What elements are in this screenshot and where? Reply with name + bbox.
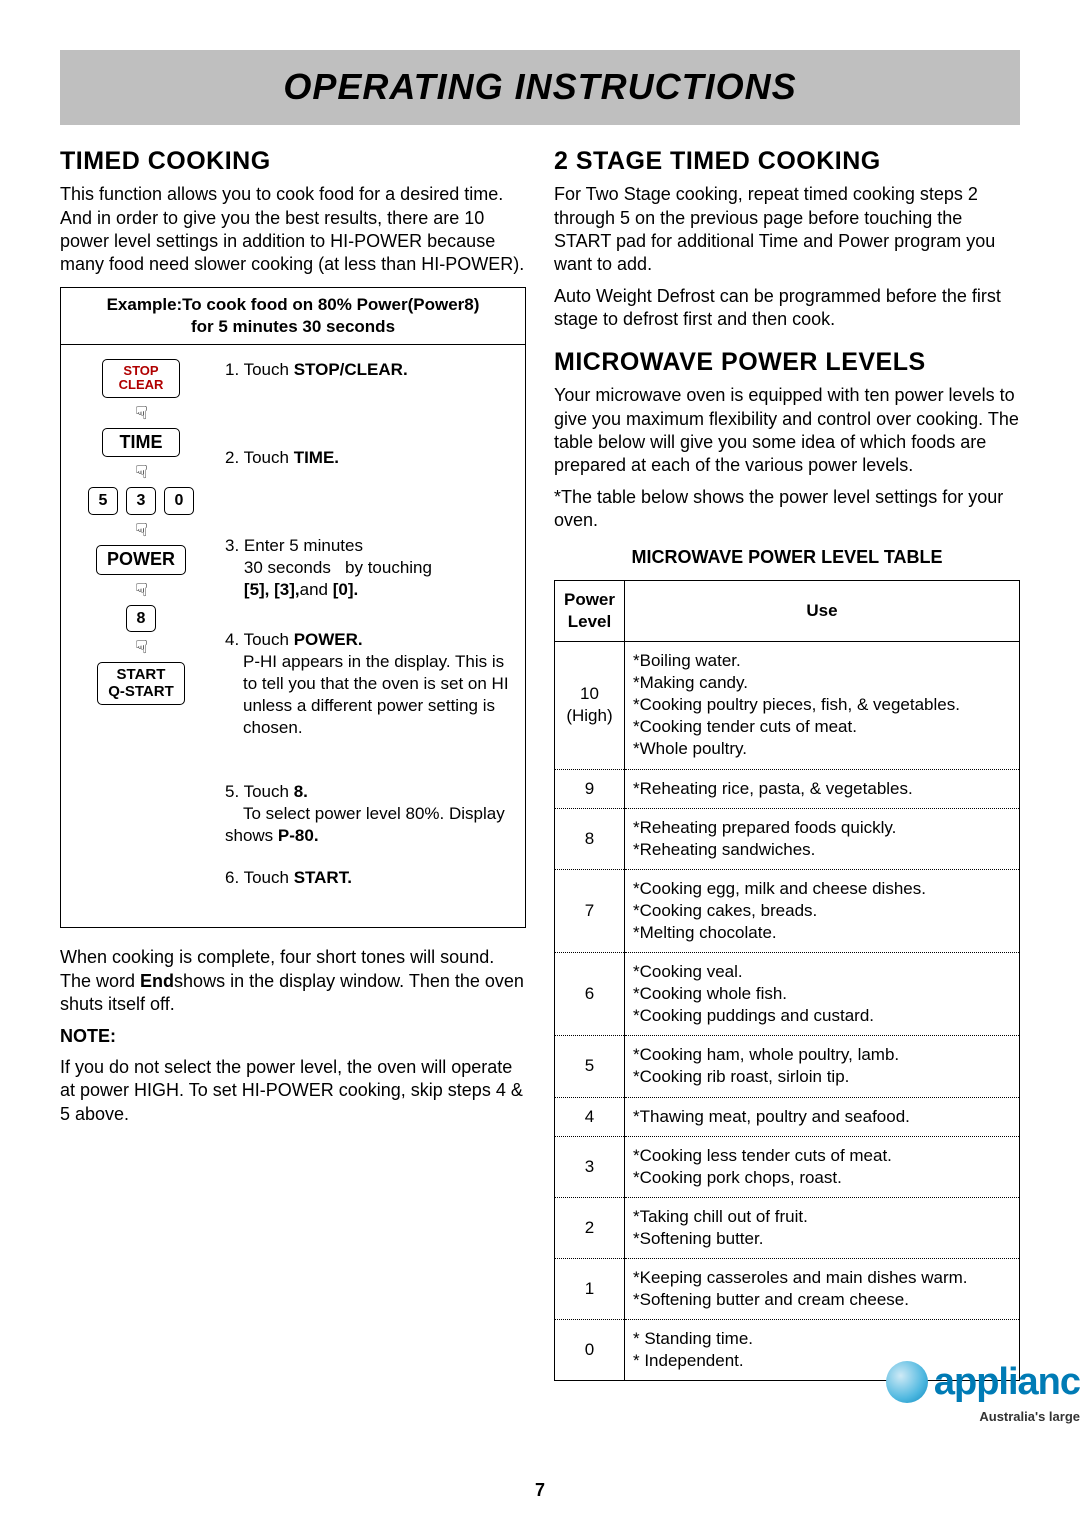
completion-text: When cooking is complete, four short ton… (60, 946, 526, 1016)
use-cell: *Thawing meat, poultry and seafood. (625, 1097, 1020, 1136)
table-row: 1*Keeping casseroles and main dishes war… (555, 1259, 1020, 1320)
power-level-cell: 10 (High) (555, 642, 625, 769)
power-table-title: MICROWAVE POWER LEVEL TABLE (554, 546, 1020, 569)
power-level-cell: 8 (555, 808, 625, 869)
power-level-cell: 1 (555, 1259, 625, 1320)
step-5: 5. Touch 8. To select power level 80%. D… (225, 781, 515, 847)
levels-p2: *The table below shows the power level s… (554, 486, 1020, 533)
th-use: Use (625, 580, 1020, 641)
use-cell: *Reheating rice, pasta, & vegetables. (625, 769, 1020, 808)
power-level-cell: 0 (555, 1320, 625, 1381)
time-button: TIME (102, 428, 180, 458)
table-row: 2*Taking chill out of fruit. *Softening … (555, 1197, 1020, 1258)
start-button: START Q-START (97, 662, 185, 705)
example-title-line1: Example:To cook food on 80% Power(Power8… (107, 295, 480, 314)
use-cell: *Cooking less tender cuts of meat. *Cook… (625, 1136, 1020, 1197)
stage-cooking-heading: 2 STAGE TIMED COOKING (554, 145, 1020, 178)
stop-clear-button: STOP CLEAR (102, 359, 180, 398)
left-column: TIMED COOKING This function allows you t… (60, 145, 526, 1382)
digit-row-530: 5 3 0 (88, 487, 194, 515)
power-button: POWER (96, 545, 186, 575)
two-column-layout: TIMED COOKING This function allows you t… (60, 145, 1020, 1382)
digit-0-button: 0 (164, 487, 194, 515)
timed-cooking-heading: TIMED COOKING (60, 145, 526, 178)
table-row: 9*Reheating rice, pasta, & vegetables. (555, 769, 1020, 808)
table-row: 8*Reheating prepared foods quickly. *Reh… (555, 808, 1020, 869)
pointer-icon: ☟ (134, 581, 147, 599)
pointer-icon: ☟ (134, 404, 147, 422)
power-level-cell: 6 (555, 953, 625, 1036)
power-level-cell: 9 (555, 769, 625, 808)
use-cell: *Cooking ham, whole poultry, lamb. *Cook… (625, 1036, 1020, 1097)
use-cell: *Cooking veal. *Cooking whole fish. *Coo… (625, 953, 1020, 1036)
step-1: 1. Touch STOP/CLEAR. (225, 359, 515, 427)
stage-p2: Auto Weight Defrost can be programmed be… (554, 285, 1020, 332)
pointer-icon: ☟ (134, 638, 147, 656)
note-text: If you do not select the power level, th… (60, 1056, 526, 1126)
qstart-label: Q-START (108, 683, 174, 700)
pointer-icon: ☟ (134, 521, 147, 539)
levels-p1: Your microwave oven is equipped with ten… (554, 384, 1020, 478)
power-level-cell: 5 (555, 1036, 625, 1097)
th-power-level: Power Level (555, 580, 625, 641)
use-cell: *Taking chill out of fruit. *Softening b… (625, 1197, 1020, 1258)
use-cell: *Cooking egg, milk and cheese dishes. *C… (625, 869, 1020, 952)
stop-label: STOP (123, 363, 158, 378)
power-levels-heading: MICROWAVE POWER LEVELS (554, 346, 1020, 379)
power-level-cell: 2 (555, 1197, 625, 1258)
page-banner: OPERATING INSTRUCTIONS (60, 50, 1020, 125)
use-cell: *Keeping casseroles and main dishes warm… (625, 1259, 1020, 1320)
step-2: 2. Touch TIME. (225, 447, 515, 515)
right-column: 2 STAGE TIMED COOKING For Two Stage cook… (554, 145, 1020, 1382)
table-row: 4*Thawing meat, poultry and seafood. (555, 1097, 1020, 1136)
button-column: STOP CLEAR ☟ TIME ☟ 5 3 0 ☟ POWER ☟ 8 ☟ (71, 359, 211, 909)
step-3: 3. Enter 5 minutes 30 seconds by touchin… (225, 535, 515, 609)
clear-label: CLEAR (119, 377, 164, 392)
timed-cooking-intro: This function allows you to cook food fo… (60, 183, 526, 277)
digit-8-button: 8 (126, 605, 156, 633)
table-row: 10 (High)*Boiling water. *Making candy. … (555, 642, 1020, 769)
watermark: applianc Australia's large (886, 1358, 1080, 1426)
watermark-globe-icon (886, 1361, 928, 1403)
table-row: 5*Cooking ham, whole poultry, lamb. *Coo… (555, 1036, 1020, 1097)
instruction-column: 1. Touch STOP/CLEAR. 2. Touch TIME. 3. E… (225, 359, 515, 909)
power-level-table: Power Level Use 10 (High)*Boiling water.… (554, 580, 1020, 1382)
table-row: 3*Cooking less tender cuts of meat. *Coo… (555, 1136, 1020, 1197)
watermark-tagline: Australia's large (886, 1409, 1080, 1426)
use-cell: *Reheating prepared foods quickly. *Rehe… (625, 808, 1020, 869)
page-number: 7 (0, 1479, 1080, 1502)
step-6: 6. Touch START. (225, 867, 515, 889)
example-title: Example:To cook food on 80% Power(Power8… (61, 288, 525, 345)
start-label: START (117, 666, 166, 683)
pointer-icon: ☟ (134, 463, 147, 481)
use-cell: *Boiling water. *Making candy. *Cooking … (625, 642, 1020, 769)
example-box: Example:To cook food on 80% Power(Power8… (60, 287, 526, 929)
digit-3-button: 3 (126, 487, 156, 515)
table-row: 6*Cooking veal. *Cooking whole fish. *Co… (555, 953, 1020, 1036)
note-label: NOTE: (60, 1025, 526, 1048)
table-row: 7*Cooking egg, milk and cheese dishes. *… (555, 869, 1020, 952)
stage-p1: For Two Stage cooking, repeat timed cook… (554, 183, 1020, 277)
power-level-cell: 3 (555, 1136, 625, 1197)
power-level-cell: 4 (555, 1097, 625, 1136)
power-level-cell: 7 (555, 869, 625, 952)
step-4: 4. Touch POWER. P-HI appears in the disp… (225, 629, 515, 761)
watermark-brand: applianc (934, 1358, 1080, 1407)
example-title-line2: for 5 minutes 30 seconds (191, 317, 395, 336)
digit-5-button: 5 (88, 487, 118, 515)
